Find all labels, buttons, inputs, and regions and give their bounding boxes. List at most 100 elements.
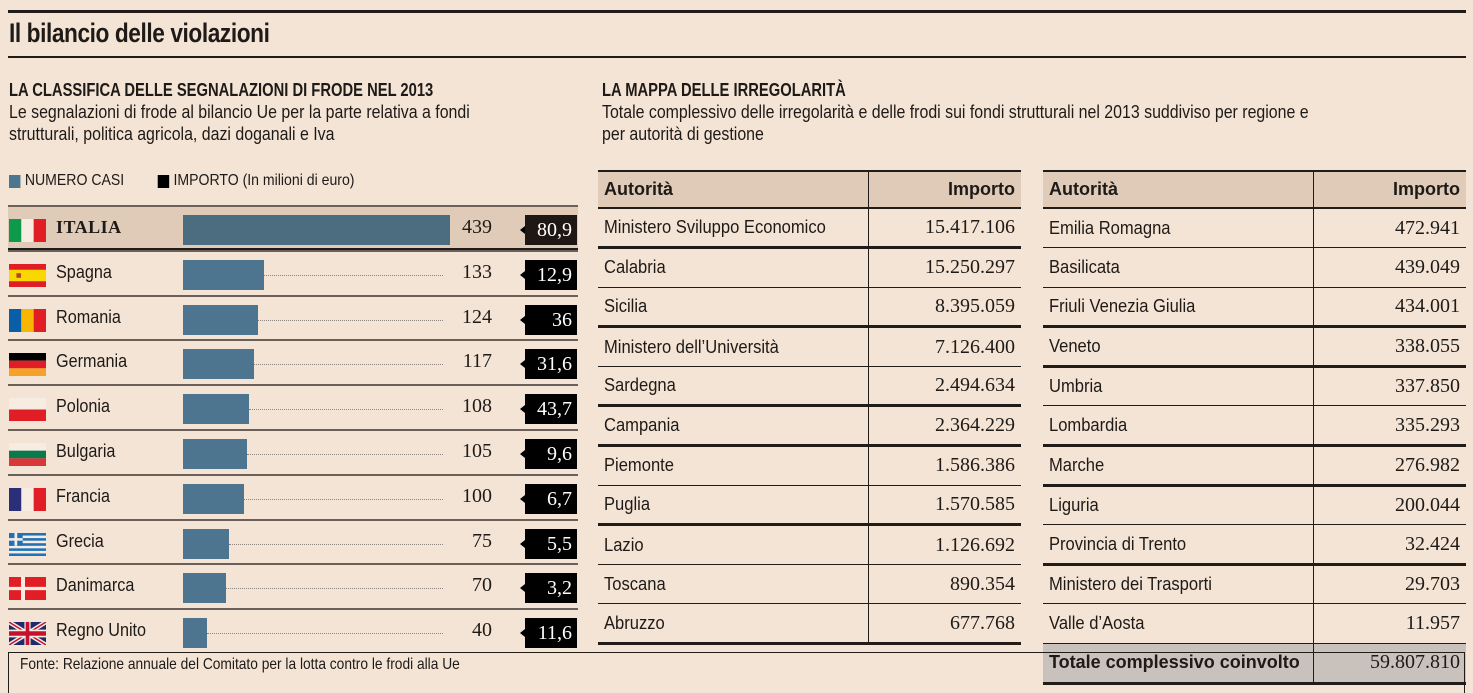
- authority-name: Toscana: [604, 573, 666, 594]
- table-row: Ministero dell’Università 7.126.400: [598, 326, 1021, 367]
- legend-swatch-cases: [9, 174, 21, 188]
- flag-uk-icon: [8, 620, 47, 648]
- table-row: Emilia Romagna 472.941: [1043, 208, 1466, 249]
- legend-label-cases: NUMERO CASI: [24, 172, 125, 189]
- authority-cell: Valle d’Aosta: [1043, 603, 1313, 645]
- legend-label-amount: IMPORTO (In milioni di euro): [173, 172, 355, 189]
- amount-value-label: 9,6: [520, 438, 577, 469]
- amount-cell: 1.586.386: [867, 445, 1021, 486]
- leader-dots: [226, 588, 443, 590]
- total-label: Totale complessivo coinvolto: [1043, 643, 1313, 685]
- bar-cases: [183, 438, 247, 469]
- amount-value-label: 5,5: [520, 528, 577, 559]
- leader-dots: [254, 364, 443, 366]
- table-row: Sardegna 2.494.634: [598, 366, 1021, 408]
- table-row: Ministero dei Trasporti 29.703: [1043, 564, 1466, 605]
- cases-value-label: 75: [472, 529, 492, 552]
- authority-cell: Lazio: [598, 524, 868, 565]
- bar-cases: [183, 259, 264, 290]
- authority-name: Valle d’Aosta: [1049, 613, 1145, 634]
- left-section-subtitle: Le segnalazioni di frode al bilancio Ue …: [9, 101, 525, 145]
- amount-cell: 439.049: [1312, 247, 1466, 288]
- authority-cell: Emilia Romagna: [1043, 208, 1313, 249]
- leader-dots: [258, 319, 443, 321]
- country-label: Germania: [56, 351, 128, 372]
- bar-cases: [183, 573, 226, 604]
- authority-cell: Ministero dell’Università: [598, 326, 868, 367]
- table-row: Umbria 337.850: [1043, 366, 1466, 407]
- bar-chart: ITALIA 439 80,9 Spagna 133 12,9 Romania 124 36 Ge…: [8, 205, 578, 653]
- bar-cases: [183, 618, 207, 649]
- cases-value-label: 40: [472, 619, 492, 642]
- column-header-amount: Importo: [867, 170, 1021, 209]
- authority-name: Marche: [1049, 454, 1105, 475]
- table-row: Campania 2.364.229: [598, 405, 1021, 448]
- authority-cell: Umbria: [1043, 366, 1313, 407]
- authority-cell: Calabria: [598, 247, 868, 288]
- authority-table-1: Autorità Importo Ministero Sviluppo Econ…: [598, 170, 1021, 646]
- amount-value-label: 31,6: [520, 349, 577, 380]
- authority-name: Provincia di Trento: [1049, 533, 1187, 554]
- chart-row: Germania 117 31,6: [8, 339, 578, 384]
- amount-cell: 472.941: [1312, 208, 1466, 249]
- authority-name: Lazio: [604, 534, 644, 555]
- amount-cell: 15.417.106: [867, 208, 1021, 250]
- authority-cell: Marche: [1043, 445, 1313, 487]
- source-text: Fonte: Relazione annuale del Comitato pe…: [20, 656, 460, 673]
- authority-name: Umbria: [1049, 376, 1103, 397]
- country-label: Romania: [56, 306, 121, 327]
- amount-cell: 29.703: [1312, 564, 1466, 605]
- cases-value-label: 100: [462, 484, 492, 507]
- table-row: Veneto 338.055: [1043, 326, 1466, 368]
- authority-name: Veneto: [1049, 336, 1101, 357]
- bar-cases: [183, 483, 244, 514]
- right-section-title: LA MAPPA DELLE IRREGOLARITÀ: [602, 80, 846, 100]
- table-row: Friuli Venezia Giulia 434.001: [1043, 287, 1466, 329]
- authority-name: Piemonte: [604, 455, 674, 476]
- authority-name: Lombardia: [1049, 414, 1128, 435]
- amount-value-label: 11,6: [520, 618, 577, 649]
- authority-cell: Piemonte: [598, 445, 868, 486]
- leader-dots: [264, 274, 443, 276]
- leader-dots: [244, 498, 443, 500]
- amount-cell: 1.126.692: [867, 524, 1021, 565]
- cases-value-label: 124: [462, 305, 492, 328]
- amount-cell: 2.364.229: [867, 405, 1021, 448]
- bar-cases: [183, 304, 258, 335]
- amount-cell: 8.395.059: [867, 287, 1021, 329]
- flag-germany-icon: [9, 353, 46, 377]
- table-row: Abruzzo 677.768: [598, 603, 1021, 646]
- amount-cell: 335.293: [1312, 405, 1466, 448]
- amount-cell: 200.044: [1312, 485, 1466, 526]
- authority-name: Sardegna: [604, 375, 676, 396]
- right-section-subtitle: Totale complessivo delle irregolarità e …: [602, 101, 1462, 145]
- table-row: Ministero Sviluppo Economico 15.417.106: [598, 208, 1021, 250]
- bar-cases: [183, 528, 229, 559]
- source-footer: Fonte: Relazione annuale del Comitato pe…: [8, 652, 1465, 693]
- table-row: Puglia 1.570.585: [598, 485, 1021, 527]
- cases-value-label: 133: [462, 260, 492, 283]
- authority-name: Emilia Romagna: [1049, 217, 1171, 238]
- chart-row: Francia 100 6,7: [8, 473, 578, 519]
- amount-cell: 434.001: [1312, 287, 1466, 329]
- authority-cell: Friuli Venezia Giulia: [1043, 287, 1313, 329]
- page-title: Il bilancio delle violazioni: [9, 18, 270, 48]
- country-label: Bulgaria: [56, 440, 116, 461]
- right-subtitle-line1: Totale complessivo delle irregolarità e …: [602, 101, 1309, 122]
- flag-greece-icon: [9, 532, 46, 556]
- authority-name: Ministero Sviluppo Economico: [604, 217, 826, 238]
- chart-row: Grecia 75 5,5: [8, 518, 578, 564]
- authority-name: Puglia: [604, 493, 651, 514]
- authority-cell: Campania: [598, 405, 868, 448]
- amount-cell: 890.354: [867, 564, 1021, 605]
- right-subtitle-line2: per autorità di gestione: [602, 123, 764, 144]
- authority-name: Campania: [604, 415, 680, 436]
- authority-name: Ministero dell’Università: [604, 336, 779, 357]
- total-value: 59.807.810: [1312, 643, 1466, 685]
- leader-dots: [249, 409, 443, 411]
- country-label: Danimarca: [56, 575, 135, 596]
- authority-cell: Liguria: [1043, 485, 1313, 526]
- authority-cell: Basilicata: [1043, 247, 1313, 288]
- chart-row: Regno Unito 40 11,6: [8, 608, 578, 653]
- authority-cell: Puglia: [598, 485, 868, 527]
